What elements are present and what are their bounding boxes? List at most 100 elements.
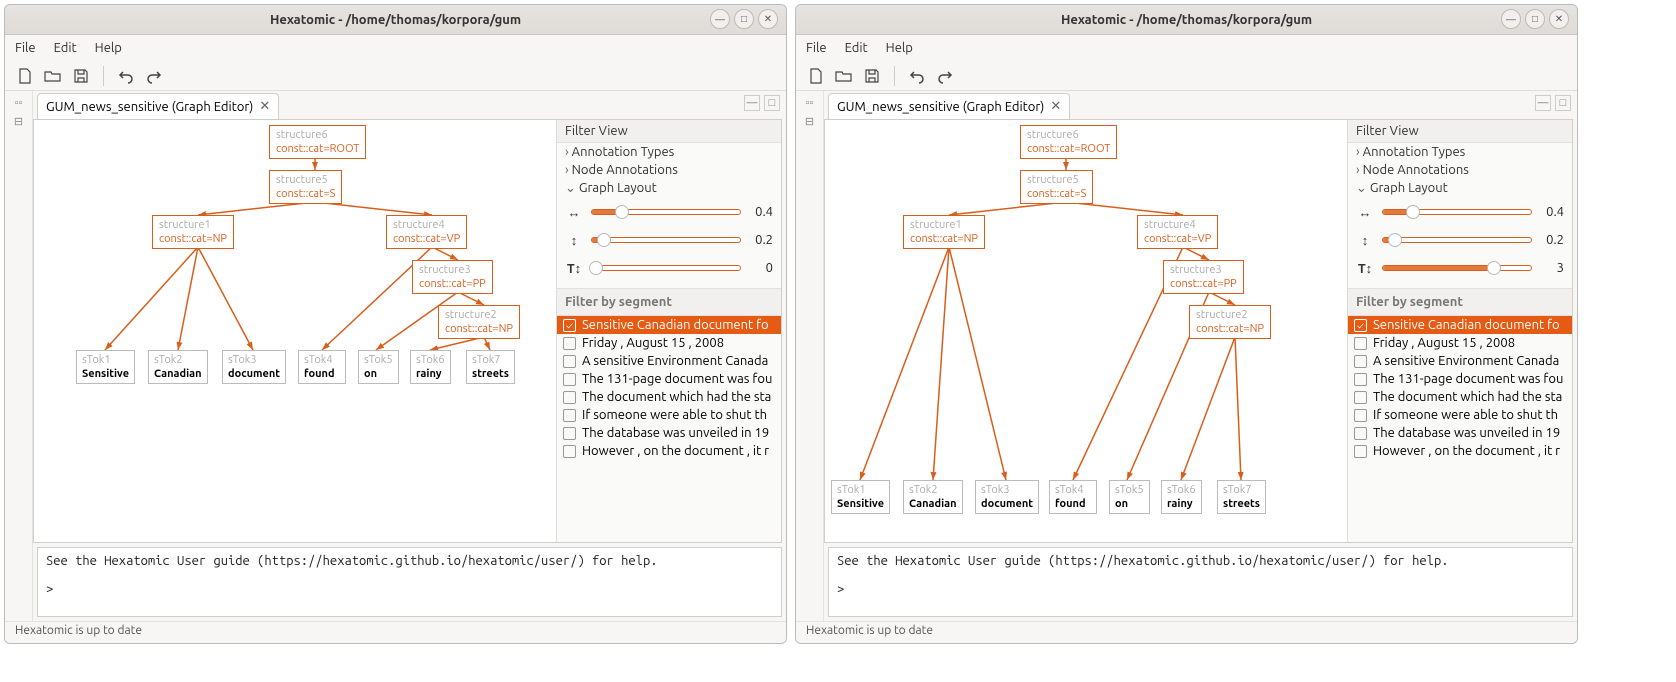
min-view-icon[interactable]: — [1535, 95, 1551, 111]
graph-node[interactable]: structure4const::cat=VP [386, 215, 467, 249]
graph-node[interactable]: structure2const::cat=NP [438, 305, 520, 339]
checkbox-icon[interactable] [563, 445, 576, 458]
token-node[interactable]: sTok4found [298, 350, 346, 384]
gutter-icon[interactable]: ⊟ [14, 115, 23, 128]
segment-item[interactable]: The 131-page document was fou [1348, 370, 1572, 388]
graph-canvas[interactable]: structure6const::cat=ROOTstructure5const… [34, 120, 556, 542]
new-icon[interactable] [15, 66, 35, 86]
segment-item[interactable]: However , on the document , it r [557, 442, 781, 460]
close-tab-icon[interactable]: ✕ [1050, 99, 1061, 114]
checkbox-icon[interactable] [1354, 373, 1367, 386]
graph-node[interactable]: structure1const::cat=NP [152, 215, 234, 249]
segment-item[interactable]: Friday , August 15 , 2008 [557, 334, 781, 352]
token-node[interactable]: sTok1Sensitive [831, 480, 890, 514]
graph-canvas[interactable]: structure6const::cat=ROOTstructure5const… [825, 120, 1347, 542]
max-view-icon[interactable]: □ [764, 95, 780, 111]
graph-node[interactable]: structure2const::cat=NP [1189, 305, 1271, 339]
segment-item[interactable]: The database was unveiled in 19 [557, 424, 781, 442]
segment-item[interactable]: However , on the document , it r [1348, 442, 1572, 460]
menu-file[interactable]: File [806, 41, 827, 55]
menu-help[interactable]: Help [95, 41, 122, 55]
gutter-icon[interactable]: ▫▫ [15, 97, 23, 109]
token-node[interactable]: sTok2Canadian [148, 350, 208, 384]
token-node[interactable]: sTok7streets [466, 350, 515, 384]
checkbox-icon[interactable] [1354, 445, 1367, 458]
gutter-icon[interactable]: ▫▫ [806, 97, 814, 109]
checkbox-icon[interactable] [563, 373, 576, 386]
slider-horizontal[interactable] [591, 209, 741, 215]
close-tab-icon[interactable]: ✕ [259, 99, 270, 114]
segment-item[interactable]: Friday , August 15 , 2008 [1348, 334, 1572, 352]
acc-node-annotations[interactable]: Node Annotations [1348, 161, 1572, 179]
minimize-button[interactable]: — [710, 9, 730, 29]
token-node[interactable]: sTok1Sensitive [76, 350, 135, 384]
segment-item[interactable]: ✓Sensitive Canadian document fo [1348, 316, 1572, 334]
open-icon[interactable] [43, 66, 63, 86]
checkbox-icon[interactable] [1354, 391, 1367, 404]
console[interactable]: See the Hexatomic User guide (https://he… [37, 547, 782, 617]
acc-annotation-types[interactable]: Annotation Types [1348, 143, 1572, 161]
menu-edit[interactable]: Edit [845, 41, 868, 55]
token-node[interactable]: sTok6rainy [410, 350, 451, 384]
slider-token[interactable] [1382, 265, 1532, 271]
minimize-button[interactable]: — [1501, 9, 1521, 29]
console[interactable]: See the Hexatomic User guide (https://he… [828, 547, 1573, 617]
checkbox-icon[interactable] [1354, 427, 1367, 440]
editor-tab[interactable]: GUM_news_sensitive (Graph Editor)✕ [828, 93, 1070, 119]
min-view-icon[interactable]: — [744, 95, 760, 111]
checkbox-icon[interactable] [1354, 337, 1367, 350]
checkbox-icon[interactable] [563, 391, 576, 404]
graph-node[interactable]: structure6const::cat=ROOT [1020, 125, 1117, 159]
acc-graph-layout[interactable]: Graph Layout [557, 179, 781, 198]
save-icon[interactable] [862, 66, 882, 86]
checkbox-icon[interactable] [563, 427, 576, 440]
save-icon[interactable] [71, 66, 91, 86]
segment-item[interactable]: ✓Sensitive Canadian document fo [557, 316, 781, 334]
graph-node[interactable]: structure4const::cat=VP [1137, 215, 1218, 249]
slider-token[interactable] [591, 265, 741, 271]
checkbox-icon[interactable] [1354, 409, 1367, 422]
checkbox-icon[interactable] [563, 337, 576, 350]
segment-item[interactable]: A sensitive Environment Canada [557, 352, 781, 370]
gutter-icon[interactable]: ⊟ [805, 115, 814, 128]
undo-icon[interactable] [116, 66, 136, 86]
new-icon[interactable] [806, 66, 826, 86]
checkbox-icon[interactable] [563, 409, 576, 422]
token-node[interactable]: sTok4found [1049, 480, 1097, 514]
segment-item[interactable]: The document which had the sta [1348, 388, 1572, 406]
acc-graph-layout[interactable]: Graph Layout [1348, 179, 1572, 198]
graph-node[interactable]: structure3const::cat=PP [412, 260, 493, 294]
checkbox-icon[interactable] [563, 355, 576, 368]
acc-annotation-types[interactable]: Annotation Types [557, 143, 781, 161]
token-node[interactable]: sTok3document [975, 480, 1039, 514]
token-node[interactable]: sTok5on [1109, 480, 1150, 514]
checkbox-icon[interactable] [1354, 355, 1367, 368]
maximize-button[interactable]: □ [1525, 9, 1545, 29]
close-button[interactable]: ✕ [1549, 9, 1569, 29]
segment-item[interactable]: If someone were able to shut th [1348, 406, 1572, 424]
open-icon[interactable] [834, 66, 854, 86]
graph-node[interactable]: structure6const::cat=ROOT [269, 125, 366, 159]
menu-file[interactable]: File [15, 41, 36, 55]
close-button[interactable]: ✕ [758, 9, 778, 29]
editor-tab[interactable]: GUM_news_sensitive (Graph Editor)✕ [37, 93, 279, 119]
maximize-button[interactable]: □ [734, 9, 754, 29]
graph-node[interactable]: structure5const::cat=S [1020, 170, 1093, 204]
graph-node[interactable]: structure3const::cat=PP [1163, 260, 1244, 294]
redo-icon[interactable] [935, 66, 955, 86]
token-node[interactable]: sTok6rainy [1161, 480, 1202, 514]
checkbox-icon[interactable]: ✓ [1354, 319, 1367, 332]
redo-icon[interactable] [144, 66, 164, 86]
menu-edit[interactable]: Edit [54, 41, 77, 55]
token-node[interactable]: sTok7streets [1217, 480, 1266, 514]
graph-node[interactable]: structure1const::cat=NP [903, 215, 985, 249]
acc-node-annotations[interactable]: Node Annotations [557, 161, 781, 179]
max-view-icon[interactable]: □ [1555, 95, 1571, 111]
checkbox-icon[interactable]: ✓ [563, 319, 576, 332]
menu-help[interactable]: Help [886, 41, 913, 55]
token-node[interactable]: sTok3document [222, 350, 286, 384]
segment-item[interactable]: A sensitive Environment Canada [1348, 352, 1572, 370]
graph-node[interactable]: structure5const::cat=S [269, 170, 342, 204]
slider-vertical[interactable] [1382, 237, 1532, 243]
token-node[interactable]: sTok5on [358, 350, 399, 384]
